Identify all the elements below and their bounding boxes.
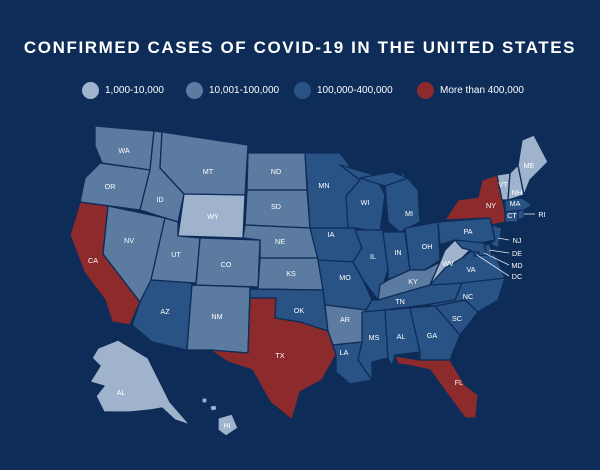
state-ak [89, 339, 191, 426]
label-co: CO [221, 260, 232, 269]
label-az: AZ [160, 307, 170, 316]
label-nv: NV [124, 236, 134, 245]
state-tx [209, 297, 337, 421]
label-ma: MA [510, 199, 521, 208]
label-dc: DC [512, 272, 522, 281]
label-nc: NC [463, 292, 473, 301]
state-mi-upper [359, 171, 409, 187]
label-sd: SD [271, 202, 281, 211]
leader-dc [476, 254, 510, 277]
state-nc [424, 277, 506, 313]
label-al: AL [397, 332, 406, 341]
label-nm: NM [211, 312, 222, 321]
state-ny [444, 174, 506, 226]
label-ca: CA [88, 256, 98, 265]
label-wy: WY [207, 212, 219, 221]
legend-label-tier1: 1,000-10,000 [105, 84, 164, 96]
state-ar [324, 304, 367, 346]
state-me [517, 134, 549, 196]
label-ak: AL [117, 388, 126, 397]
leader-de [488, 249, 510, 254]
state-nj [489, 224, 503, 249]
label-nd: ND [271, 167, 281, 176]
label-fl: FL [455, 378, 463, 387]
state-ia [309, 227, 363, 263]
label-wi: WI [361, 198, 370, 207]
legend-label-tier3: 100,000-400,000 [317, 84, 393, 96]
legend: 1,000-10,000 10,001-100,000 100,000-400,… [82, 80, 542, 102]
label-pa: PA [463, 227, 472, 236]
label-ct: CT [507, 211, 517, 220]
label-nh: NH [512, 188, 522, 197]
label-va: VA [466, 265, 475, 274]
state-hi-1 [201, 397, 208, 404]
label-tn: TN [395, 297, 405, 306]
map-title: CONFIRMED CASES OF COVID-19 IN THE UNITE… [23, 38, 577, 57]
label-il: IL [370, 252, 376, 261]
label-hi: HI [223, 421, 230, 430]
label-ok: OK [294, 306, 305, 315]
legend-swatch-tier3 [294, 81, 311, 99]
legend-swatch-tier2 [186, 81, 203, 99]
label-in: IN [394, 248, 401, 257]
label-oh: OH [422, 242, 433, 251]
legend-label-tier4: More than 400,000 [440, 84, 524, 96]
state-oh [404, 221, 441, 271]
state-hi-3 [217, 413, 239, 437]
legend-item-tier4: More than 400,000 [417, 80, 524, 100]
state-ri [517, 209, 525, 221]
legend-item-tier3: 100,000-400,000 [294, 80, 393, 100]
state-fl [394, 355, 479, 419]
label-tx: TX [275, 351, 284, 360]
leader-md [483, 252, 510, 266]
label-sc: SC [452, 314, 462, 323]
leader-nj [497, 237, 510, 241]
label-ne: NE [275, 237, 285, 246]
label-de: DE [512, 249, 522, 258]
label-ks: KS [286, 269, 296, 278]
label-wv: WV [442, 259, 454, 268]
label-ky: KY [408, 277, 418, 286]
label-or: OR [105, 182, 116, 191]
label-ms: MS [369, 333, 380, 342]
label-mn: MN [318, 181, 329, 190]
legend-label-tier2: 10,001-100,000 [209, 84, 280, 96]
label-nj: NJ [513, 236, 522, 245]
label-ga: GA [427, 331, 438, 340]
label-mt: MT [203, 167, 214, 176]
label-vt: VT [498, 180, 508, 189]
legend-item-tier2: 10,001-100,000 [186, 80, 279, 100]
legend-item-tier1: 1,000-10,000 [82, 80, 164, 100]
label-ar: AR [340, 315, 350, 324]
legend-swatch-tier4 [417, 81, 434, 99]
state-mi [384, 172, 421, 233]
label-ut: UT [171, 250, 181, 259]
label-ny: NY [486, 201, 496, 210]
label-mo: MO [339, 273, 351, 282]
label-md: MD [511, 261, 522, 270]
state-ma [504, 197, 533, 213]
state-az [131, 279, 193, 351]
label-ia: IA [328, 230, 335, 239]
label-wa: WA [118, 146, 130, 155]
state-hi-2 [209, 404, 218, 412]
label-me: ME [524, 161, 535, 170]
label-la: LA [340, 348, 349, 357]
legend-swatch-tier1 [82, 81, 99, 99]
label-mi: MI [405, 209, 413, 218]
label-id: ID [156, 195, 163, 204]
label-ri: RI [538, 210, 545, 219]
